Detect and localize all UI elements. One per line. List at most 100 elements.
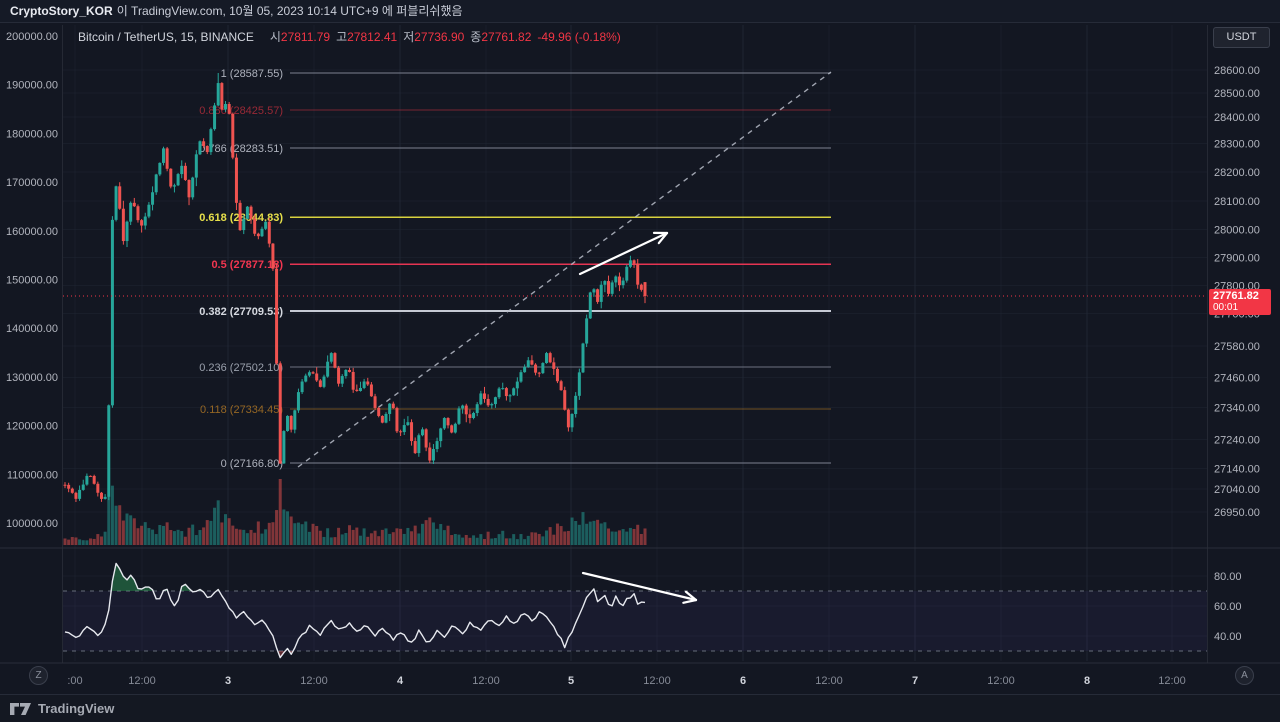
volume-bar bbox=[154, 534, 158, 545]
candle bbox=[482, 393, 486, 399]
candle bbox=[307, 372, 311, 376]
volume-bar bbox=[289, 516, 293, 545]
volume-bar bbox=[231, 525, 235, 545]
candle bbox=[574, 395, 578, 414]
volume-bar bbox=[493, 538, 497, 545]
rsi-axis-label: 80.00 bbox=[1214, 571, 1242, 583]
volume-bar bbox=[614, 531, 618, 545]
volume-bar bbox=[537, 533, 541, 545]
candle bbox=[158, 162, 162, 175]
fib-label-0: 0 (27166.80) bbox=[221, 458, 283, 470]
timezone-badge[interactable]: Z bbox=[29, 666, 48, 685]
volume-bar bbox=[577, 524, 581, 545]
candle bbox=[548, 353, 552, 363]
candle bbox=[621, 280, 625, 286]
candles-group bbox=[63, 73, 647, 503]
candle bbox=[169, 168, 173, 187]
volume-bar bbox=[78, 539, 82, 545]
fib-retracement[interactable]: 1 (28587.55) 0.886 (28425.57) 0.786 (28283… bbox=[199, 68, 831, 470]
left-axis-label: 120000.00 bbox=[6, 421, 58, 433]
time-axis-label: 4 bbox=[397, 675, 404, 687]
time-axis-label: :00 bbox=[67, 675, 82, 687]
rsi-axis-label: 40.00 bbox=[1214, 631, 1242, 643]
volume-bar bbox=[388, 533, 392, 545]
volume-bar bbox=[161, 525, 165, 545]
volume-bar bbox=[315, 525, 319, 545]
volume-bar bbox=[552, 534, 556, 545]
candle bbox=[508, 395, 512, 397]
candle bbox=[180, 165, 184, 175]
volume-bar bbox=[81, 540, 85, 545]
candle bbox=[151, 192, 155, 205]
volume-bar bbox=[639, 533, 643, 545]
candle bbox=[614, 276, 618, 283]
volume-bar bbox=[450, 535, 454, 545]
volume-bar bbox=[209, 520, 213, 545]
candle bbox=[67, 484, 71, 489]
candle bbox=[566, 409, 570, 428]
candle bbox=[358, 387, 362, 391]
adjust-data-badge[interactable]: A bbox=[1235, 666, 1254, 685]
volume-bar bbox=[617, 530, 621, 545]
price-scale-right[interactable]: 28600.00 28500.00 28400.00 28300.00 28200.00… bbox=[1214, 65, 1260, 643]
tradingview-logo-icon[interactable] bbox=[10, 702, 32, 716]
volume-bar bbox=[417, 533, 421, 545]
volume-bar bbox=[213, 507, 217, 545]
candle bbox=[333, 353, 337, 368]
candle bbox=[194, 154, 198, 178]
candle bbox=[519, 372, 523, 382]
candle bbox=[402, 425, 406, 433]
down-arrow-drawing[interactable] bbox=[581, 571, 698, 604]
low-label: 저 bbox=[403, 30, 415, 44]
volume-bar bbox=[526, 535, 530, 545]
trendline-drawing[interactable] bbox=[297, 71, 832, 468]
last-price-label[interactable]: 27761.82 00:01 bbox=[1209, 289, 1271, 315]
symbol-title[interactable]: Bitcoin / TetherUS, 15, BINANCE bbox=[78, 30, 254, 44]
candle bbox=[114, 186, 118, 220]
candle bbox=[373, 396, 377, 408]
volume-bar bbox=[96, 534, 100, 545]
volume-bar bbox=[545, 530, 549, 545]
candle bbox=[213, 105, 217, 130]
rsi-line bbox=[64, 562, 646, 659]
candle bbox=[118, 186, 122, 209]
candle bbox=[399, 431, 403, 433]
right-axis-label: 28300.00 bbox=[1214, 139, 1260, 151]
candle bbox=[501, 388, 505, 390]
candle bbox=[420, 429, 424, 436]
volume-bar bbox=[607, 528, 611, 545]
volume-bar bbox=[446, 525, 450, 545]
volume-bar bbox=[566, 530, 570, 545]
candle bbox=[89, 475, 93, 477]
candle bbox=[384, 413, 388, 423]
price-scale-left[interactable]: 200000.00 190000.00 180000.00 170000.00 1600… bbox=[6, 31, 58, 530]
right-axis-label: 27580.00 bbox=[1214, 341, 1260, 353]
candle bbox=[99, 492, 103, 499]
time-scale[interactable]: :00 12:00 3 12:00 4 12:00 5 12:00 6 12:00 7 12:00 8 1… bbox=[67, 675, 1185, 687]
candle bbox=[300, 381, 304, 393]
left-axis-label: 140000.00 bbox=[6, 323, 58, 335]
volume-bar bbox=[588, 521, 592, 545]
volume-bar bbox=[304, 521, 308, 545]
candle bbox=[369, 384, 373, 397]
candle bbox=[110, 219, 114, 406]
volume-bar bbox=[643, 528, 647, 545]
volume-bar bbox=[85, 540, 89, 545]
grid-lines bbox=[63, 25, 1207, 661]
up-arrow-drawing[interactable] bbox=[578, 231, 669, 276]
open-label: 시 bbox=[269, 30, 281, 44]
candle bbox=[187, 179, 191, 198]
candle bbox=[380, 415, 384, 423]
volume-bar bbox=[143, 522, 147, 545]
currency-toggle-button[interactable]: USDT bbox=[1213, 27, 1270, 48]
candle bbox=[140, 220, 144, 226]
volume-bars bbox=[63, 479, 647, 545]
tradingview-brand-text[interactable]: TradingView bbox=[38, 701, 115, 716]
volume-bar bbox=[344, 532, 348, 545]
candle bbox=[599, 284, 603, 302]
candle bbox=[552, 362, 556, 369]
volume-bar bbox=[311, 523, 315, 545]
candle bbox=[596, 289, 600, 302]
volume-bar bbox=[165, 522, 169, 545]
